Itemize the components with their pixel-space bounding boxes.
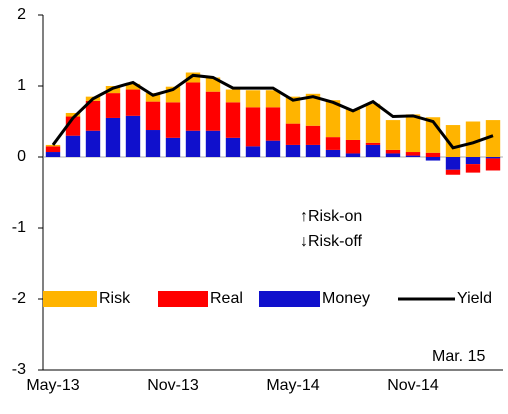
bar-segment xyxy=(445,125,461,157)
legend-swatch xyxy=(43,291,97,307)
bar-segment xyxy=(245,146,261,157)
bar-segment xyxy=(325,149,341,157)
bar-segment xyxy=(385,149,401,154)
bar-segment xyxy=(245,107,261,147)
bar-segment xyxy=(165,102,181,138)
bar-segment xyxy=(85,100,101,131)
bar-segment xyxy=(125,83,141,90)
x-tick-label: May-13 xyxy=(26,377,79,394)
y-tick-label: -1 xyxy=(12,219,26,236)
bar-segment xyxy=(465,121,481,157)
y-tick-label: 0 xyxy=(17,148,26,165)
bar-segment xyxy=(325,100,341,138)
bar-segment xyxy=(365,144,381,157)
bar-segment xyxy=(405,155,421,157)
bar-segment xyxy=(205,130,221,157)
y-tick-label: 2 xyxy=(17,6,26,23)
bar-segment xyxy=(305,144,321,157)
bar-segment xyxy=(425,152,441,157)
bar-segment xyxy=(65,135,81,157)
legend-label: Risk xyxy=(99,290,131,307)
bar-segment xyxy=(425,157,441,161)
bar-segment xyxy=(265,90,281,108)
bar-segment xyxy=(485,157,501,159)
y-tick-label: -3 xyxy=(12,361,26,378)
legend-label: Real xyxy=(210,290,243,307)
bar-segment xyxy=(445,157,461,170)
bar-segment xyxy=(305,125,321,145)
bar-segment xyxy=(485,158,501,171)
bar-segment xyxy=(465,157,481,165)
bar-segment xyxy=(85,130,101,157)
bar-segment xyxy=(105,93,121,118)
legend-label: Yield xyxy=(457,290,492,307)
bar-segment xyxy=(105,117,121,157)
bar-segment xyxy=(145,93,161,102)
annotation: ↓Risk-off xyxy=(300,233,362,250)
legend-swatch xyxy=(259,291,320,307)
bar-segment xyxy=(165,137,181,157)
bar-segment xyxy=(465,164,481,173)
bar-segment xyxy=(145,130,161,157)
bar-segment xyxy=(125,115,141,157)
bar-segment xyxy=(145,101,161,131)
bar-segment xyxy=(405,152,421,156)
bar-segment xyxy=(385,120,401,150)
bar-segment xyxy=(225,102,241,138)
bar-segment xyxy=(325,137,341,150)
x-tick-label: May-14 xyxy=(266,377,319,394)
bar-segment xyxy=(285,96,301,124)
bar-segment xyxy=(305,93,321,126)
annotation: ↑Risk-on xyxy=(300,208,362,225)
bar-segment xyxy=(45,144,61,147)
bar-segment xyxy=(65,112,81,117)
annotation: Mar. 15 xyxy=(432,348,485,365)
y-tick-label: 1 xyxy=(17,77,26,94)
bar-segment xyxy=(125,89,141,116)
bar-segment xyxy=(185,130,201,157)
bar-segment xyxy=(285,144,301,157)
x-tick-label: Nov-14 xyxy=(387,377,439,394)
bar-segment xyxy=(225,137,241,157)
legend-swatch xyxy=(158,291,208,307)
bar-segment xyxy=(345,139,361,154)
bar-segment xyxy=(405,114,421,153)
bar-segment xyxy=(185,82,201,131)
bar-segment xyxy=(185,72,201,83)
bar-segment xyxy=(265,140,281,157)
bar-segment xyxy=(205,91,221,131)
bar-segment xyxy=(225,89,241,103)
y-tick-label: -2 xyxy=(12,290,26,307)
bar-segment xyxy=(345,109,361,140)
bar-segment xyxy=(385,153,401,157)
bar-segment xyxy=(265,107,281,141)
legend-label: Money xyxy=(322,290,370,307)
bar-segment xyxy=(485,120,501,157)
line xyxy=(51,73,494,150)
bar-segment xyxy=(45,146,61,153)
x-tick-label: Nov-13 xyxy=(147,377,199,394)
bar-segment xyxy=(445,169,461,175)
bar-segment xyxy=(285,123,301,145)
bar-segment xyxy=(45,152,61,157)
bar-segment xyxy=(245,90,261,108)
bar-segment xyxy=(365,142,381,145)
bar-segment xyxy=(365,103,381,143)
bar-segment xyxy=(345,153,361,157)
